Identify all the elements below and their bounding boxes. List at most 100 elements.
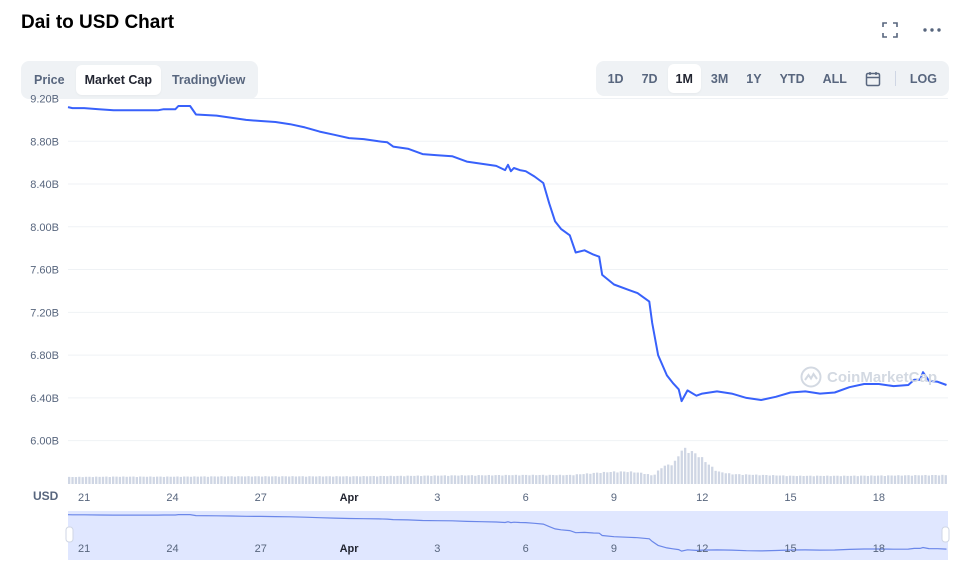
volume-bar <box>389 475 392 484</box>
volume-bar <box>873 475 876 484</box>
volume-bar <box>931 475 934 484</box>
navigator-tick-label: 21 <box>78 543 90 555</box>
volume-bar <box>714 470 717 484</box>
volume-bar <box>233 476 237 484</box>
tab-price[interactable]: Price <box>34 73 65 87</box>
volume-bar <box>839 476 842 484</box>
volume-bar <box>609 472 612 484</box>
volume-bar <box>826 475 829 484</box>
volume-bar <box>71 477 74 484</box>
volume-bar <box>856 476 859 484</box>
volume-bar <box>172 476 176 484</box>
volume-bar <box>579 474 582 484</box>
navigator-left-handle[interactable] <box>65 526 74 543</box>
volume-bar <box>788 475 792 484</box>
volume-bar <box>809 475 812 484</box>
volume-bar <box>816 475 819 484</box>
volume-bar <box>203 476 206 484</box>
log-toggle[interactable]: LOG <box>909 71 937 86</box>
volume-bar <box>924 474 927 484</box>
volume-bar <box>650 475 653 484</box>
y-tick-label: 7.60B <box>30 265 59 277</box>
volume-bar <box>660 468 663 484</box>
calendar-icon[interactable] <box>857 64 889 93</box>
x-tick-label: 9 <box>611 492 617 504</box>
volume-bar <box>189 476 193 484</box>
volume-bar <box>271 476 274 484</box>
range-1y[interactable]: 1Y <box>746 71 762 86</box>
volume-bar <box>403 476 406 484</box>
volume-bar <box>704 462 707 484</box>
volume-bar <box>589 473 592 484</box>
navigator-tick-label: Apr <box>340 543 360 555</box>
y-tick-label: 8.80B <box>30 136 59 148</box>
volume-bar <box>392 476 396 484</box>
volume-bar <box>396 475 399 484</box>
volume-bar <box>616 472 619 484</box>
more-icon[interactable] <box>922 20 942 40</box>
volume-bar <box>552 474 555 484</box>
volume-bar <box>474 475 477 484</box>
volume-bar <box>528 475 531 484</box>
range-1m[interactable]: 1M <box>667 64 701 93</box>
volume-bar <box>142 476 145 484</box>
volume-bar <box>900 475 903 484</box>
volume-bar <box>768 475 771 484</box>
volume-bar <box>565 474 568 484</box>
tab-tradingview[interactable]: TradingView <box>171 73 246 87</box>
range-7d[interactable]: 7D <box>641 71 658 86</box>
volume-bar <box>937 475 941 484</box>
navigator-fill <box>68 511 948 560</box>
volume-bar <box>721 472 724 484</box>
volume-bar <box>822 475 826 484</box>
volume-bar <box>541 474 545 484</box>
range-3m[interactable]: 3M <box>710 71 729 86</box>
volume-bar <box>74 477 78 484</box>
volume-bar <box>812 476 815 484</box>
volume-bar <box>430 475 433 484</box>
navigator-right-handle[interactable] <box>941 526 950 543</box>
x-tick-label: 15 <box>784 492 796 504</box>
volume-bar <box>907 475 910 484</box>
volume-bar <box>369 476 372 484</box>
volume-bar <box>782 475 785 484</box>
tab-market-cap[interactable]: Market Cap <box>75 65 161 95</box>
range-1d[interactable]: 1D <box>607 71 624 86</box>
volume-bar <box>843 475 846 484</box>
volume-bar <box>260 476 264 484</box>
volume-bar <box>315 476 318 484</box>
range-ytd[interactable]: YTD <box>779 71 805 86</box>
volume-bar <box>240 476 243 484</box>
x-tick-label: 24 <box>166 492 178 504</box>
volume-bar <box>186 476 189 484</box>
volume-bar <box>751 474 754 484</box>
volume-bar <box>934 475 937 484</box>
volume-bar <box>125 476 128 484</box>
volume-bar <box>284 476 287 484</box>
volume-bar <box>291 476 294 484</box>
volume-bar <box>640 472 643 484</box>
watermark: CoinMarketCap <box>800 366 937 388</box>
volume-bar <box>548 474 551 484</box>
volume-bar <box>694 453 697 484</box>
volume-bar <box>379 475 382 484</box>
volume-bar <box>893 475 897 484</box>
volume-bar <box>599 473 602 484</box>
volume-bar <box>538 475 541 484</box>
range-all[interactable]: ALL <box>822 71 847 86</box>
volume-bar <box>105 476 108 484</box>
volume-bar <box>115 476 118 484</box>
volume-bar <box>152 476 155 484</box>
x-tick-label: 18 <box>873 492 885 504</box>
volume-bar <box>274 476 277 484</box>
volume-bar <box>643 474 646 484</box>
volume-bar <box>596 472 599 484</box>
volume-bar <box>91 477 94 484</box>
volume-bar <box>98 476 101 484</box>
volume-bar <box>677 456 680 484</box>
expand-icon[interactable] <box>880 20 900 40</box>
y-tick-label: 8.40B <box>30 179 59 191</box>
volume-bar <box>342 476 345 484</box>
volume-bar <box>254 476 257 484</box>
volume-bar <box>433 475 436 484</box>
